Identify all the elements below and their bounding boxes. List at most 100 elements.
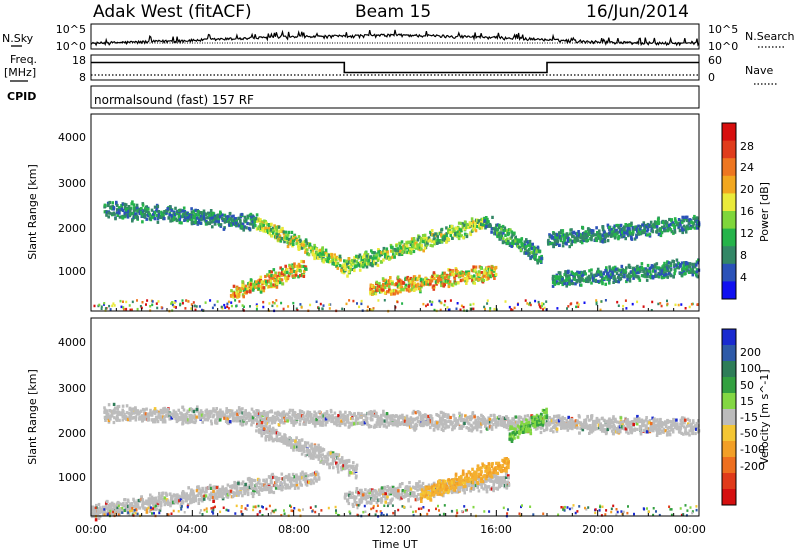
heatmap-cell bbox=[391, 281, 394, 286]
heatmap-cell bbox=[248, 415, 251, 419]
heatmap-cell bbox=[104, 418, 107, 422]
heatmap-cell bbox=[353, 268, 356, 273]
heatmap-cell bbox=[219, 408, 222, 412]
heatmap-cell bbox=[151, 412, 154, 416]
heatmap-cell bbox=[673, 272, 676, 276]
heatmap-cell bbox=[431, 244, 434, 248]
heatmap-speckle bbox=[577, 305, 580, 308]
heatmap-cell bbox=[267, 420, 270, 424]
heatmap-cell bbox=[389, 243, 393, 248]
heatmap-cell bbox=[685, 215, 689, 219]
heatmap-cell bbox=[487, 276, 490, 280]
heatmap-cell bbox=[103, 408, 107, 412]
heatmap-cell bbox=[418, 413, 421, 417]
heatmap-cell bbox=[349, 417, 353, 421]
heatmap-cell bbox=[611, 273, 615, 277]
heatmap-cell bbox=[362, 255, 365, 260]
heatmap-cell bbox=[642, 274, 646, 278]
nsearch-tick-bottom: 10^0 bbox=[708, 40, 738, 53]
nsky-label: N.Sky bbox=[2, 32, 34, 45]
heatmap-cell bbox=[493, 414, 496, 418]
heatmap-cell bbox=[190, 207, 193, 211]
heatmap-cell bbox=[657, 274, 661, 278]
heatmap-cell bbox=[186, 409, 190, 413]
heatmap-cell bbox=[239, 410, 243, 414]
heatmap-cell bbox=[597, 270, 600, 274]
heatmap-cell bbox=[642, 223, 646, 227]
heatmap-speckle bbox=[577, 303, 580, 306]
heatmap-cell bbox=[176, 418, 180, 422]
heatmap-cell bbox=[697, 258, 700, 262]
heatmap-cell bbox=[246, 286, 249, 291]
heatmap-cell bbox=[371, 251, 374, 255]
heatmap-cell bbox=[288, 263, 291, 267]
heatmap-cell bbox=[410, 237, 414, 241]
heatmap-cell bbox=[161, 420, 165, 424]
heatmap-cell bbox=[494, 226, 498, 230]
heatmap-cell bbox=[270, 222, 273, 226]
heatmap-cell bbox=[460, 270, 464, 274]
heatmap-speckle bbox=[209, 299, 212, 302]
heatmap-cell bbox=[545, 422, 548, 426]
heatmap-cell bbox=[555, 429, 559, 433]
heatmap-cell bbox=[619, 223, 623, 227]
heatmap-cell bbox=[413, 282, 416, 286]
heatmap-cell bbox=[400, 288, 403, 292]
heatmap-cell bbox=[389, 276, 392, 280]
heatmap-cell bbox=[300, 259, 303, 264]
heatmap-cell bbox=[499, 235, 503, 239]
heatmap-cell bbox=[315, 251, 318, 255]
heatmap-cell bbox=[275, 417, 278, 422]
heatmap-cell bbox=[292, 242, 295, 246]
heatmap-speckle bbox=[104, 307, 107, 310]
heatmap-cell bbox=[491, 215, 494, 219]
heatmap-cell bbox=[264, 229, 268, 234]
heatmap-cell bbox=[302, 240, 305, 244]
heatmap-cell bbox=[480, 417, 483, 422]
heatmap-cell bbox=[125, 411, 129, 415]
heatmap-cell bbox=[294, 421, 297, 425]
heatmap-cell bbox=[530, 250, 533, 255]
heatmap-cell bbox=[277, 276, 281, 280]
heatmap-cell bbox=[684, 227, 687, 231]
heatmap-cell bbox=[217, 218, 220, 222]
heatmap-cell bbox=[121, 418, 125, 422]
heatmap-cell bbox=[358, 415, 361, 419]
heatmap-cell bbox=[432, 271, 436, 275]
heatmap-cell bbox=[237, 419, 241, 423]
heatmap-cell bbox=[135, 203, 139, 207]
heatmap-cell bbox=[175, 218, 179, 223]
heatmap-cell bbox=[646, 229, 649, 233]
heatmap-cell bbox=[317, 253, 320, 257]
heatmap-cell bbox=[626, 229, 629, 233]
heatmap-cell bbox=[246, 414, 250, 418]
heatmap-cell bbox=[342, 419, 346, 423]
heatmap-cell bbox=[675, 258, 679, 262]
heatmap-cell bbox=[337, 414, 340, 418]
heatmap-cell bbox=[115, 200, 118, 204]
heatmap-cell bbox=[294, 273, 298, 277]
heatmap-cell bbox=[615, 223, 618, 228]
heatmap-cell bbox=[471, 275, 474, 279]
colorbar-swatch bbox=[722, 246, 736, 265]
heatmap-cell bbox=[649, 273, 653, 277]
heatmap-speckle bbox=[425, 304, 427, 308]
heatmap-cell bbox=[605, 233, 608, 237]
heatmap-cell bbox=[531, 242, 534, 246]
heatmap-cell bbox=[588, 229, 591, 233]
heatmap-cell bbox=[226, 420, 230, 424]
heatmap-cell bbox=[617, 273, 621, 278]
heatmap-cell bbox=[340, 268, 343, 272]
heatmap-cell bbox=[320, 256, 324, 260]
heatmap-cell bbox=[496, 421, 500, 425]
heatmap-speckle bbox=[149, 305, 152, 308]
heatmap-speckle bbox=[360, 299, 363, 303]
heatmap-cell bbox=[561, 229, 565, 233]
heatmap-cell bbox=[452, 413, 455, 417]
heatmap-cell bbox=[390, 289, 394, 293]
heatmap-cell bbox=[236, 287, 239, 291]
heatmap-cell bbox=[228, 420, 232, 424]
heatmap-cell bbox=[604, 268, 607, 273]
heatmap-cell bbox=[548, 416, 551, 420]
heatmap-cell bbox=[630, 232, 633, 236]
